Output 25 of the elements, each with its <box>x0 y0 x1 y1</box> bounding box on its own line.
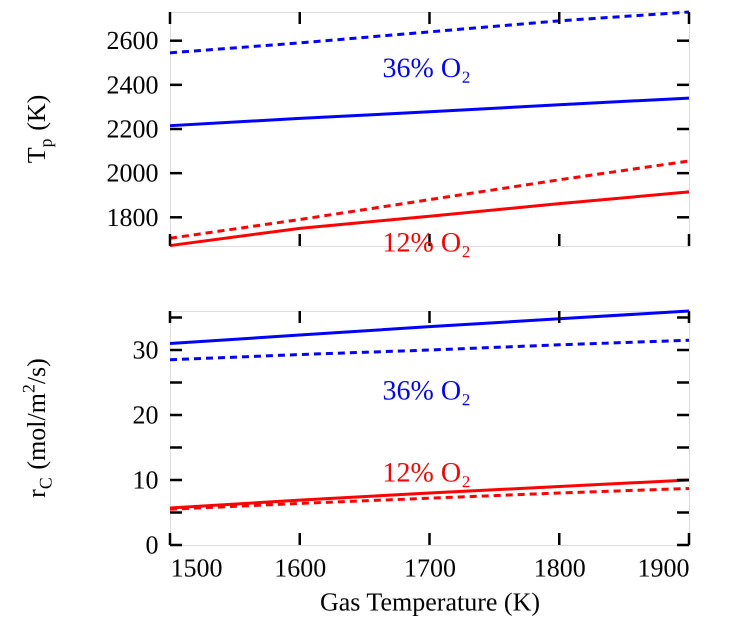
x-tick-label: 1700 <box>404 554 456 582</box>
x-tick-label: 1600 <box>274 554 326 582</box>
y-axis-title: Tp (K) <box>22 94 56 164</box>
y-tick-label: 1800 <box>106 202 158 232</box>
annotation: 12% O₂ <box>382 227 471 258</box>
y-tick-label: 2600 <box>106 26 158 56</box>
y-tick-label: 2200 <box>106 114 158 144</box>
x-tick-label: 1500 <box>170 554 222 582</box>
x-tick-label: 1900 <box>638 554 690 582</box>
y-tick-label: 0 <box>146 530 158 560</box>
x-axis-title: Gas Temperature (K) <box>320 588 540 616</box>
annotation: 36% O₂ <box>382 53 471 84</box>
line-series <box>168 96 690 128</box>
line-series <box>168 10 690 54</box>
line-series <box>168 338 690 362</box>
x-tick-label: 1800 <box>534 554 586 582</box>
line-series <box>168 310 690 345</box>
y-tick-label: 2400 <box>106 70 158 100</box>
annotation: 12% O₂ <box>382 457 471 488</box>
y-axis-title: rC (mol/m2/s) <box>18 358 56 498</box>
y-tick-label: 30 <box>132 336 158 364</box>
y-tick-label: 10 <box>132 466 158 494</box>
y-tick-label: 2000 <box>106 158 158 188</box>
annotation: 36% O₂ <box>382 376 471 407</box>
y-tick-label: 20 <box>132 400 158 430</box>
